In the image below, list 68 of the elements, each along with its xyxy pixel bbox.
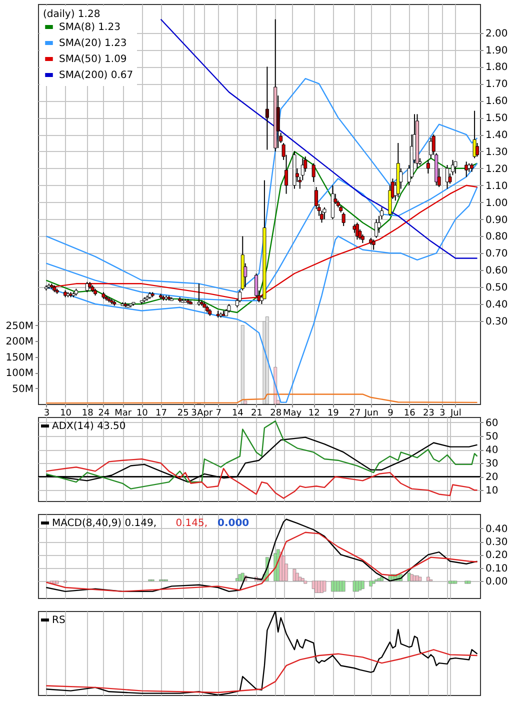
y2-tick-label: 250M xyxy=(6,320,34,332)
x-tick-label: 14 xyxy=(232,408,244,418)
legend-label: SMA(20) 1.23 xyxy=(59,38,127,49)
x-tick-label: 3 xyxy=(439,408,446,418)
y-tick-label: 1.80 xyxy=(486,62,508,74)
legend-label: SMA(200) 0.67 xyxy=(59,70,134,81)
y-tick-label: 2.00 xyxy=(486,28,508,40)
x-tick-label: Apr xyxy=(197,408,214,418)
x-tick-label: 24 xyxy=(98,408,110,418)
y2-tick-label: 200M xyxy=(6,336,34,348)
y-tick-label: 0.30 xyxy=(486,316,508,328)
y2-tick-label: 50M xyxy=(12,384,34,395)
x-tick-label: 10 xyxy=(60,408,72,418)
y-tick-label: 50 xyxy=(486,431,498,442)
y-tick-label: 40 xyxy=(486,445,498,456)
legend-label: SMA(50) 1.09 xyxy=(59,54,127,65)
legend-title: (daily) 1.28 xyxy=(43,9,100,20)
legend-label: SMA(8) 1.23 xyxy=(59,22,120,33)
x-tick-label: 12 xyxy=(308,408,320,418)
annotation: 0.000 xyxy=(218,518,250,529)
x-tick-label: 10 xyxy=(136,408,148,418)
x-tick-label: Jun xyxy=(363,408,378,418)
y-tick-label: 1.60 xyxy=(486,96,508,108)
y-tick-label: 1.30 xyxy=(486,146,508,158)
y-tick-label: 1.20 xyxy=(486,164,508,175)
y-tick-label: 0.90 xyxy=(486,214,508,226)
y2-tick-label: 100M xyxy=(6,368,34,380)
y-tick-label: 0.40 xyxy=(486,524,508,535)
y-tick-label: 10 xyxy=(486,486,498,497)
x-tick-label: 28 xyxy=(270,408,282,418)
y-tick-label: 0.20 xyxy=(486,550,508,562)
legend-label: ADX(14) 43.50 xyxy=(52,421,126,432)
x-tick-label: 19 xyxy=(327,408,340,418)
x-tick-label: 9 xyxy=(388,408,394,418)
y-tick-label: 1.70 xyxy=(486,79,508,90)
y-tick-label: 1.10 xyxy=(486,180,508,192)
y-tick-label: 0.40 xyxy=(486,300,508,310)
y2-tick-label: 150M xyxy=(6,352,34,364)
x-tick-label: 21 xyxy=(251,408,262,418)
text: 0.145, xyxy=(176,518,208,529)
x-tick-label: 3 xyxy=(191,408,197,418)
y-tick-label: 0.60 xyxy=(486,266,508,277)
x-tick-label: 27 xyxy=(349,408,361,418)
x-tick-label: Jul xyxy=(450,408,462,418)
y-tick-label: 30 xyxy=(486,458,498,470)
y-tick-label: 0.70 xyxy=(486,248,508,260)
y-tick-label: 0.10 xyxy=(486,563,508,574)
text: MACD(8,40,9) 0.149, xyxy=(52,518,157,529)
x-tick-label: 7 xyxy=(216,408,222,418)
x-tick-label: 3 xyxy=(44,408,50,418)
y-tick-label: 20 xyxy=(486,472,498,484)
legend-label: RS xyxy=(52,615,66,626)
y-tick-label: 1.90 xyxy=(486,45,508,56)
x-tick-label: 25 xyxy=(177,408,189,418)
y-tick-label: 60 xyxy=(486,418,498,429)
x-tick-label: 17 xyxy=(156,408,168,418)
x-tick-label: Mar xyxy=(114,408,132,418)
x-tick-label: May xyxy=(282,408,302,418)
y-tick-label: 0.80 xyxy=(486,232,508,243)
x-tick-label: 18 xyxy=(82,408,94,418)
y-tick-label: 1.50 xyxy=(486,113,508,124)
y-tick-label: 0.30 xyxy=(486,537,508,548)
y-tick-label: 0.50 xyxy=(486,282,508,294)
x-tick-label: 23 xyxy=(422,408,434,418)
y-tick-label: 0.00 xyxy=(486,576,508,588)
x-tick-label: 16 xyxy=(404,408,416,418)
y-tick-label: 1.40 xyxy=(486,130,508,142)
y-tick-label: 1.00 xyxy=(486,198,508,209)
